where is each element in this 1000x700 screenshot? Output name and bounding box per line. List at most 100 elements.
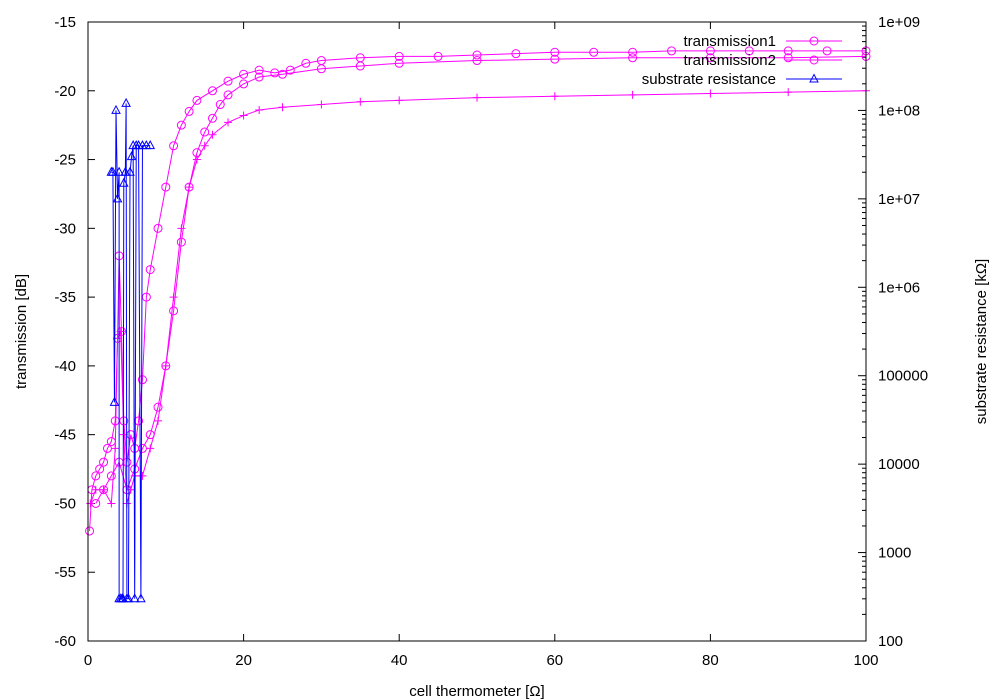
- data-point: [223, 90, 233, 100]
- data-point: [472, 56, 482, 66]
- data-point: [192, 155, 201, 164]
- data-point: [301, 58, 311, 68]
- y2-tick-label: 100000: [878, 368, 928, 385]
- data-point: [278, 103, 287, 112]
- data-point: [176, 120, 186, 130]
- series-transmission2: [91, 51, 871, 508]
- data-point: [355, 61, 365, 71]
- data-point: [125, 166, 135, 176]
- data-point: [744, 46, 754, 56]
- data-point: [112, 193, 123, 203]
- data-point: [706, 89, 715, 98]
- data-point: [628, 53, 638, 63]
- y2-tick-label: 1e+08: [878, 102, 920, 119]
- legend-marker: [809, 36, 819, 46]
- tick-labels: 0 20 40 60 80 100 -15 -20 -25 -30 -35 -40 -45 -50 -55 -…: [54, 14, 928, 669]
- y2-tick-label: 100: [878, 633, 903, 650]
- data-point: [145, 265, 155, 275]
- data-point: [126, 151, 137, 161]
- data-point: [395, 96, 404, 105]
- series-line: [89, 50, 866, 531]
- data-point: [107, 499, 116, 508]
- data-point: [129, 593, 140, 603]
- data-point: [145, 140, 156, 150]
- data-point: [394, 58, 404, 68]
- data-point: [207, 86, 217, 96]
- legend-label: transmission1: [683, 33, 776, 50]
- data-point: [134, 416, 144, 426]
- data-point: [185, 183, 194, 192]
- data-point: [822, 46, 832, 56]
- data-point: [91, 471, 101, 481]
- x-axis-label: cell thermometer [Ω]: [409, 683, 544, 700]
- chart-series: [85, 46, 871, 603]
- data-point: [254, 65, 264, 75]
- data-point: [705, 46, 715, 56]
- data-point: [153, 223, 163, 233]
- y-tick-label: -15: [54, 14, 76, 31]
- data-point: [177, 224, 186, 233]
- data-point: [356, 97, 365, 106]
- data-point: [106, 471, 116, 481]
- data-point: [138, 471, 147, 480]
- plot-frame: [87, 21, 867, 642]
- data-point: [239, 111, 248, 120]
- x-tick-label: 80: [702, 652, 719, 669]
- data-point: [108, 166, 118, 176]
- data-point: [146, 444, 155, 453]
- data-point: [239, 69, 249, 79]
- data-point: [285, 65, 295, 75]
- series-transmission3: [86, 86, 870, 508]
- data-point: [169, 293, 178, 302]
- data-point: [114, 166, 124, 176]
- data-point: [161, 361, 170, 370]
- data-point: [169, 141, 179, 151]
- data-point: [111, 444, 120, 453]
- y-tick-label: -40: [54, 358, 76, 375]
- data-point: [120, 166, 131, 176]
- x-tick-label: 40: [391, 652, 408, 669]
- data-point: [207, 113, 217, 123]
- x-tick-label: 20: [235, 652, 252, 669]
- data-point: [184, 106, 194, 116]
- data-point: [192, 95, 202, 105]
- data-point: [255, 106, 264, 115]
- data-point: [628, 47, 638, 57]
- x-tick-label: 60: [546, 652, 563, 669]
- data-point: [137, 375, 147, 385]
- data-point: [317, 100, 326, 109]
- data-point: [784, 88, 793, 97]
- data-point: [169, 306, 179, 316]
- data-point: [783, 46, 793, 56]
- data-point: [99, 485, 108, 494]
- data-point: [215, 100, 225, 110]
- data-point: [200, 127, 210, 137]
- data-point: [153, 402, 163, 412]
- legend: transmission1 transmission2 substrate resi…: [642, 33, 842, 88]
- data-point: [278, 69, 287, 79]
- data-point: [154, 416, 163, 425]
- series-transmission1: [85, 46, 871, 536]
- data-point: [254, 72, 264, 82]
- y2-tick-label: 1e+07: [878, 191, 920, 208]
- y-axis-label: transmission [dB]: [13, 274, 30, 389]
- y-tick-label: -50: [54, 495, 76, 512]
- series-line: [95, 55, 867, 504]
- y-tick-label: -45: [54, 427, 76, 444]
- y-tick-label: -20: [54, 83, 76, 100]
- y-tick-label: -30: [54, 220, 76, 237]
- data-point: [111, 104, 121, 114]
- y2-tick-label: 1e+06: [878, 279, 920, 296]
- data-point: [628, 90, 637, 99]
- data-point: [95, 464, 105, 474]
- data-point: [550, 92, 559, 101]
- data-point: [550, 47, 560, 57]
- data-point: [126, 485, 135, 494]
- data-point: [667, 46, 676, 56]
- data-point: [208, 130, 217, 139]
- data-point: [316, 64, 326, 74]
- data-point: [99, 457, 109, 467]
- data-point: [118, 177, 129, 187]
- legend-marker: [809, 55, 819, 65]
- data-point: [224, 118, 233, 127]
